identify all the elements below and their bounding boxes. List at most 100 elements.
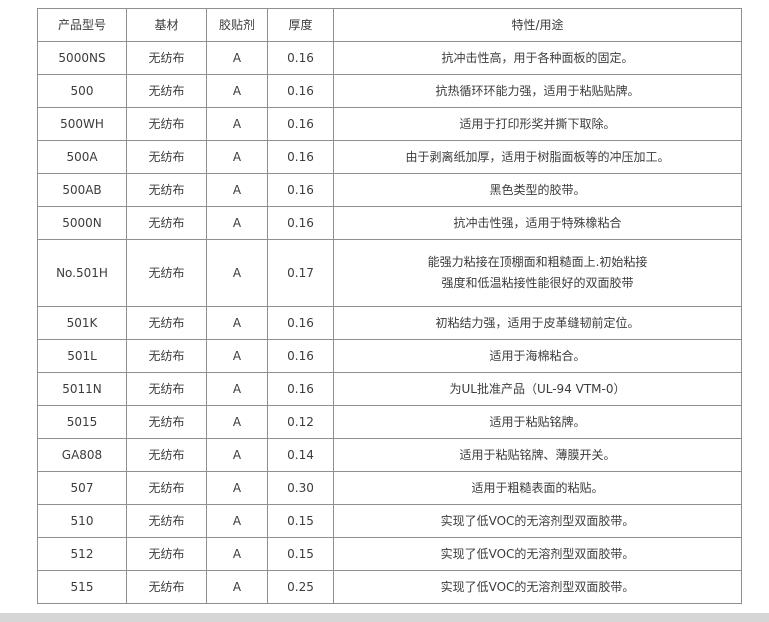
header-cell-base: 基材 bbox=[126, 8, 207, 42]
table-row: 5011N 无纺布 A 0.16 为UL批准产品（UL-94 VTM-0） bbox=[37, 372, 742, 406]
cell-base: 无纺布 bbox=[126, 405, 207, 439]
cell-model: 512 bbox=[37, 537, 127, 571]
cell-model: 510 bbox=[37, 504, 127, 538]
cell-feature: 适用于粘贴铭牌。 bbox=[333, 405, 742, 439]
table-row: 510 无纺布 A 0.15 实现了低VOC的无溶剂型双面胶带。 bbox=[37, 504, 742, 538]
cell-base: 无纺布 bbox=[126, 471, 207, 505]
cell-feature: 适用于粘贴铭牌、薄膜开关。 bbox=[333, 438, 742, 472]
table-row: 507 无纺布 A 0.30 适用于粗糙表面的粘贴。 bbox=[37, 471, 742, 505]
cell-thickness: 0.17 bbox=[267, 239, 334, 307]
cell-model: 501L bbox=[37, 339, 127, 373]
cell-thickness: 0.14 bbox=[267, 438, 334, 472]
cell-model: 500WH bbox=[37, 107, 127, 141]
cell-adhesive: A bbox=[206, 372, 268, 406]
cell-model: 5000NS bbox=[37, 41, 127, 75]
cell-thickness: 0.16 bbox=[267, 339, 334, 373]
cell-adhesive: A bbox=[206, 405, 268, 439]
cell-thickness: 0.15 bbox=[267, 537, 334, 571]
table-body: 5000NS 无纺布 A 0.16 抗冲击性高，用于各种面板的固定。 500 无… bbox=[37, 41, 742, 604]
cell-thickness: 0.16 bbox=[267, 41, 334, 75]
cell-feature: 适用于海棉粘合。 bbox=[333, 339, 742, 373]
cell-adhesive: A bbox=[206, 206, 268, 240]
cell-base: 无纺布 bbox=[126, 239, 207, 307]
cell-base: 无纺布 bbox=[126, 372, 207, 406]
cell-feature: 抗冲击性强，适用于特殊橡粘合 bbox=[333, 206, 742, 240]
table-header-row: 产品型号 基材 胶贴剂 厚度 特性/用途 bbox=[37, 8, 742, 42]
table-row: 500A 无纺布 A 0.16 由于剥离纸加厚，适用于树脂面板等的冲压加工。 bbox=[37, 140, 742, 174]
cell-thickness: 0.16 bbox=[267, 173, 334, 207]
cell-adhesive: A bbox=[206, 239, 268, 307]
cell-feature: 适用于打印形奖并撕下取除。 bbox=[333, 107, 742, 141]
cell-adhesive: A bbox=[206, 140, 268, 174]
table-row: 5000N 无纺布 A 0.16 抗冲击性强，适用于特殊橡粘合 bbox=[37, 206, 742, 240]
table-row: 515 无纺布 A 0.25 实现了低VOC的无溶剂型双面胶带。 bbox=[37, 570, 742, 604]
cell-base: 无纺布 bbox=[126, 504, 207, 538]
table-row: 501K 无纺布 A 0.16 初粘结力强，适用于皮革缝韧前定位。 bbox=[37, 306, 742, 340]
header-cell-adhesive: 胶贴剂 bbox=[206, 8, 268, 42]
cell-base: 无纺布 bbox=[126, 173, 207, 207]
cell-thickness: 0.15 bbox=[267, 504, 334, 538]
cell-adhesive: A bbox=[206, 107, 268, 141]
table-row: 501L 无纺布 A 0.16 适用于海棉粘合。 bbox=[37, 339, 742, 373]
cell-feature: 实现了低VOC的无溶剂型双面胶带。 bbox=[333, 570, 742, 604]
cell-model: GA808 bbox=[37, 438, 127, 472]
cell-feature: 为UL批准产品（UL-94 VTM-0） bbox=[333, 372, 742, 406]
cell-feature: 抗热循环环能力强，适用于粘贴贴牌。 bbox=[333, 74, 742, 108]
cell-feature: 实现了低VOC的无溶剂型双面胶带。 bbox=[333, 504, 742, 538]
cell-adhesive: A bbox=[206, 438, 268, 472]
cell-feature: 抗冲击性高，用于各种面板的固定。 bbox=[333, 41, 742, 75]
table-row: 500AB 无纺布 A 0.16 黑色类型的胶带。 bbox=[37, 173, 742, 207]
cell-model: 515 bbox=[37, 570, 127, 604]
cell-adhesive: A bbox=[206, 173, 268, 207]
table-row: 512 无纺布 A 0.15 实现了低VOC的无溶剂型双面胶带。 bbox=[37, 537, 742, 571]
cell-adhesive: A bbox=[206, 504, 268, 538]
table-row: 500 无纺布 A 0.16 抗热循环环能力强，适用于粘贴贴牌。 bbox=[37, 74, 742, 108]
table-row: 500WH 无纺布 A 0.16 适用于打印形奖并撕下取除。 bbox=[37, 107, 742, 141]
product-table: 产品型号 基材 胶贴剂 厚度 特性/用途 5000NS 无纺布 A 0.16 抗… bbox=[37, 8, 742, 604]
cell-thickness: 0.16 bbox=[267, 206, 334, 240]
cell-model: 5015 bbox=[37, 405, 127, 439]
cell-model: 500AB bbox=[37, 173, 127, 207]
cell-adhesive: A bbox=[206, 306, 268, 340]
cell-base: 无纺布 bbox=[126, 140, 207, 174]
cell-base: 无纺布 bbox=[126, 570, 207, 604]
cell-base: 无纺布 bbox=[126, 339, 207, 373]
cell-thickness: 0.16 bbox=[267, 74, 334, 108]
table-row: GA808 无纺布 A 0.14 适用于粘贴铭牌、薄膜开关。 bbox=[37, 438, 742, 472]
cell-model: 501K bbox=[37, 306, 127, 340]
cell-adhesive: A bbox=[206, 537, 268, 571]
cell-thickness: 0.16 bbox=[267, 107, 334, 141]
cell-thickness: 0.12 bbox=[267, 405, 334, 439]
cell-base: 无纺布 bbox=[126, 74, 207, 108]
cell-thickness: 0.16 bbox=[267, 372, 334, 406]
cell-base: 无纺布 bbox=[126, 41, 207, 75]
page-bottom-bar bbox=[0, 613, 769, 622]
header-cell-model: 产品型号 bbox=[37, 8, 127, 42]
cell-feature: 黑色类型的胶带。 bbox=[333, 173, 742, 207]
cell-adhesive: A bbox=[206, 41, 268, 75]
cell-model: 5011N bbox=[37, 372, 127, 406]
cell-feature: 初粘结力强，适用于皮革缝韧前定位。 bbox=[333, 306, 742, 340]
cell-model: 500A bbox=[37, 140, 127, 174]
cell-thickness: 0.30 bbox=[267, 471, 334, 505]
cell-feature: 适用于粗糙表面的粘贴。 bbox=[333, 471, 742, 505]
cell-model: 500 bbox=[37, 74, 127, 108]
cell-model: 507 bbox=[37, 471, 127, 505]
table-row: 5015 无纺布 A 0.12 适用于粘贴铭牌。 bbox=[37, 405, 742, 439]
header-cell-feature: 特性/用途 bbox=[333, 8, 742, 42]
cell-feature: 由于剥离纸加厚，适用于树脂面板等的冲压加工。 bbox=[333, 140, 742, 174]
cell-base: 无纺布 bbox=[126, 537, 207, 571]
header-cell-thickness: 厚度 bbox=[267, 8, 334, 42]
cell-thickness: 0.25 bbox=[267, 570, 334, 604]
table-row: 5000NS 无纺布 A 0.16 抗冲击性高，用于各种面板的固定。 bbox=[37, 41, 742, 75]
cell-base: 无纺布 bbox=[126, 438, 207, 472]
cell-adhesive: A bbox=[206, 339, 268, 373]
cell-adhesive: A bbox=[206, 74, 268, 108]
cell-model: No.501H bbox=[37, 239, 127, 307]
cell-base: 无纺布 bbox=[126, 107, 207, 141]
cell-adhesive: A bbox=[206, 570, 268, 604]
cell-feature: 能强力粘接在顶棚面和粗糙面上.初始粘接 强度和低温粘接性能很好的双面胶带 bbox=[333, 239, 742, 307]
cell-base: 无纺布 bbox=[126, 306, 207, 340]
cell-thickness: 0.16 bbox=[267, 140, 334, 174]
